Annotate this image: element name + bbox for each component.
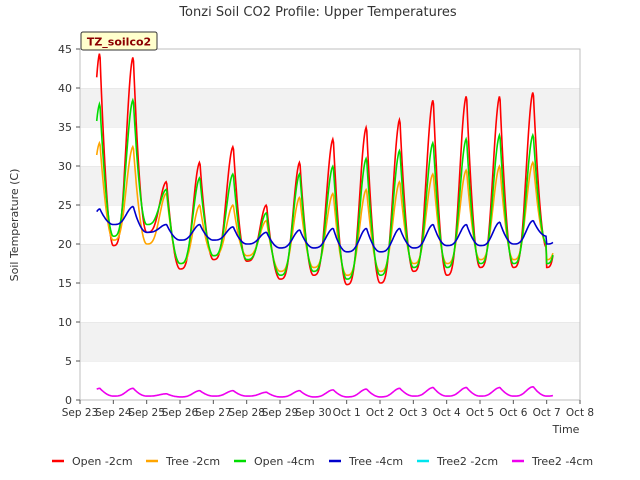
x-tick-label: Sep 23 bbox=[62, 407, 99, 419]
grid-band bbox=[80, 283, 580, 322]
legend-label: Tree -4cm bbox=[348, 455, 403, 468]
y-tick-label: 40 bbox=[58, 82, 72, 95]
series-line-3 bbox=[96, 205, 554, 253]
legend: Open -2cm Tree -2cm Open -4cm Tree -4cm Tree… bbox=[52, 455, 593, 468]
legend-label: Tree -2cm bbox=[165, 455, 220, 468]
grid-bands bbox=[80, 48, 580, 400]
x-tick-label: Sep 29 bbox=[262, 407, 299, 419]
y-axis-label: Soil Temperature (C) bbox=[8, 169, 21, 282]
y-axis: 0 5 10 15 20 25 30 35 40 45 bbox=[58, 43, 80, 407]
grid-band bbox=[80, 49, 580, 88]
x-tick-label: Sep 30 bbox=[295, 407, 332, 419]
legend-label: Tree2 -2cm bbox=[436, 455, 498, 468]
x-tick-label: Oct 1 bbox=[333, 407, 361, 419]
x-tick-label: Oct 2 bbox=[366, 407, 394, 419]
x-tick-label: Oct 6 bbox=[499, 407, 527, 419]
annotation-bg bbox=[80, 31, 158, 51]
y-tick-label: 5 bbox=[65, 355, 72, 368]
grid-band bbox=[80, 88, 580, 127]
series-lines bbox=[95, 53, 554, 398]
y-tick-label: 10 bbox=[58, 316, 72, 329]
grid-band bbox=[80, 322, 580, 361]
x-tick-label: Sep 25 bbox=[128, 407, 165, 419]
x-tick-label: Sep 28 bbox=[228, 407, 265, 419]
annotation-label: TZ_soilco2 bbox=[87, 36, 151, 49]
y-tick-label: 15 bbox=[58, 277, 72, 290]
y-tick-label: 30 bbox=[58, 160, 72, 173]
x-tick-label: Sep 26 bbox=[162, 407, 199, 419]
y-tick-label: 25 bbox=[58, 199, 72, 212]
y-tick-label: 20 bbox=[58, 238, 72, 251]
series-line-2 bbox=[95, 97, 554, 280]
y-tick-label: 45 bbox=[58, 43, 72, 56]
legend-label: Tree2 -4cm bbox=[531, 455, 593, 468]
annotation-box: TZ_soilco2 bbox=[80, 31, 158, 51]
x-tick-label: Sep 27 bbox=[195, 407, 232, 419]
series-line-5 bbox=[96, 385, 554, 398]
y-tick-label: 35 bbox=[58, 121, 72, 134]
x-axis-label: Time bbox=[552, 423, 580, 436]
chart-title: Tonzi Soil CO2 Profile: Upper Temperatur… bbox=[178, 5, 457, 20]
grid-band bbox=[80, 244, 580, 283]
x-tick-label: Oct 8 bbox=[566, 407, 594, 419]
x-tick-label: Oct 7 bbox=[533, 407, 561, 419]
x-tick-label: Oct 5 bbox=[466, 407, 494, 419]
x-tick-label: Sep 24 bbox=[95, 407, 132, 419]
plot-frame bbox=[79, 48, 581, 401]
legend-label: Open -2cm bbox=[72, 455, 133, 468]
legend-label: Open -4cm bbox=[254, 455, 315, 468]
x-tick-label: Oct 3 bbox=[399, 407, 427, 419]
y-tick-label: 0 bbox=[65, 394, 72, 407]
grid-band bbox=[80, 361, 580, 400]
x-tick-label: Oct 4 bbox=[433, 407, 461, 419]
